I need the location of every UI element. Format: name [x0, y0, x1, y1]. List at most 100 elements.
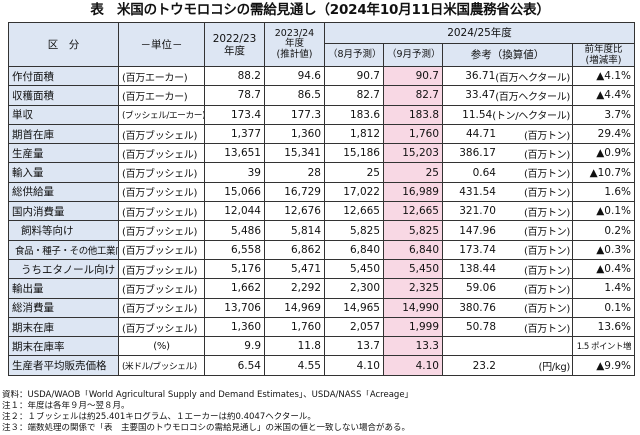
converted-value: 147.96 (百万トン)	[442, 220, 573, 241]
yoy-change: ▲4.1%	[572, 65, 635, 87]
converted-unit: (百万トン)	[523, 323, 570, 335]
value-aug-forecast: 6,840	[324, 239, 384, 260]
row-unit: (百万ブッシェル)	[118, 143, 205, 164]
converted-unit: (百万トン)	[523, 207, 570, 219]
value-2022: 173.4	[204, 104, 265, 125]
value-aug-forecast: 2,057	[324, 316, 384, 338]
converted-unit: (百万ヘクタール)	[495, 72, 570, 84]
table-row: 飼料等向け (百万ブッシェル) 5,486 5,814 5,825 5,825 147.96…	[8, 220, 635, 241]
converted-number: 59.06	[465, 282, 496, 295]
row-unit: (百万エーカー)	[118, 65, 205, 87]
value-2022: 6,558	[204, 239, 265, 260]
row-label: 期末在庫率	[8, 336, 119, 357]
value-2022: 13,706	[204, 297, 265, 318]
value-2023: 1,360	[264, 123, 325, 145]
value-aug-forecast: 5,825	[324, 220, 384, 241]
yoy-change: ▲0.1%	[572, 201, 635, 222]
value-sep-forecast: 90.7	[383, 65, 443, 87]
row-label: 作付面積	[8, 65, 119, 87]
table-row: 輸出量 (百万ブッシェル) 1,662 2,292 2,300 2,325 59.06 (百万…	[8, 278, 635, 299]
table-row: 輸入量 (百万ブッシェル) 39 28 25 25 0.64 (百万トン) ▲10.7%	[8, 162, 635, 183]
row-unit: (百万ブッシェル)	[118, 220, 205, 241]
table-row: 生産量 (百万ブッシェル) 13,651 15,341 15,186 15,203 386.…	[8, 143, 635, 164]
value-aug-forecast: 5,450	[324, 258, 384, 280]
converted-number: 44.71	[465, 128, 496, 141]
yoy-change: 29.4%	[572, 123, 635, 145]
header-2024: 2024/25年度	[324, 22, 635, 44]
converted-number: 11.54	[462, 108, 493, 121]
value-aug-forecast: 1,812	[324, 123, 384, 145]
value-aug-forecast: 183.6	[324, 104, 384, 125]
row-label: 単収	[8, 104, 119, 125]
value-aug-forecast: 25	[324, 162, 384, 183]
converted-number: 380.76	[459, 301, 496, 314]
row-unit: (百万ブッシェル)	[118, 123, 205, 145]
converted-value: 50.78 (百万トン)	[442, 316, 573, 338]
row-label: 生産量	[8, 143, 119, 164]
value-2023: 2,292	[264, 278, 325, 299]
value-sep-forecast: 4.10	[383, 355, 443, 376]
header-conv: 参考（換算値）	[442, 43, 573, 67]
header-2023: 2023/24 年度 (推計値)	[264, 22, 325, 67]
notes: 資料：USDA/WAOB「World Agricultural Supply a…	[2, 390, 638, 434]
converted-value: 36.71 (百万ヘクタール)	[442, 65, 573, 87]
yoy-change: 1.4%	[572, 278, 635, 299]
value-sep-forecast: 6,840	[383, 239, 443, 260]
converted-unit: (百万トン)	[523, 169, 570, 181]
converted-number: 147.96	[459, 224, 496, 237]
value-sep-forecast: 16,989	[383, 181, 443, 203]
value-2022: 9.9	[204, 336, 265, 357]
row-label: 国内消費量	[8, 201, 119, 222]
yoy-change: 0.1%	[572, 297, 635, 318]
yoy-change: 0.2%	[572, 220, 635, 241]
yoy-change: 13.6%	[572, 316, 635, 338]
converted-unit: (百万ヘクタール)	[495, 91, 570, 103]
converted-value: 23.2 (円/kg)	[442, 355, 573, 376]
converted-value: 11.54 (トン/ヘクタール)	[442, 104, 573, 125]
value-sep-forecast: 183.8	[383, 104, 443, 125]
supply-demand-table: 区 分 －単位－ 2022/23 年度 2023/24 年度 (推計値) 202…	[8, 22, 635, 376]
value-2023: 14,969	[264, 297, 325, 318]
value-sep-forecast: 5,825	[383, 220, 443, 241]
row-label: 輸入量	[8, 162, 119, 183]
converted-value: 321.70 (百万トン)	[442, 201, 573, 222]
header-2022: 2022/23 年度	[204, 22, 265, 67]
converted-number: 50.78	[465, 321, 496, 333]
value-sep-forecast: 15,203	[383, 143, 443, 164]
converted-number: 23.2	[472, 359, 496, 372]
row-label: 期末在庫	[8, 316, 119, 338]
value-2022: 1,360	[204, 316, 265, 338]
converted-unit: (百万トン)	[523, 246, 570, 258]
value-2023: 4.55	[264, 355, 325, 376]
converted-value: 138.44 (百万トン)	[442, 258, 573, 280]
value-sep-forecast: 82.7	[383, 85, 443, 106]
converted-unit: (百万トン)	[523, 149, 570, 161]
value-2022: 13,651	[204, 143, 265, 164]
converted-number: 321.70	[459, 205, 496, 218]
table-row: 生産者平均販売価格 (米ドル/ブッシェル) 6.54 4.55 4.10 4.10 23.2…	[8, 355, 635, 376]
value-aug-forecast: 14,965	[324, 297, 384, 318]
converted-value: 0.64 (百万トン)	[442, 162, 573, 183]
value-sep-forecast: 14,990	[383, 297, 443, 318]
yoy-change: ▲10.7%	[572, 162, 635, 183]
row-unit: (百万ブッシェル)	[118, 258, 205, 280]
yoy-change: 1.6%	[572, 181, 635, 203]
row-label: 飼料等向け	[8, 220, 119, 241]
value-aug-forecast: 2,300	[324, 278, 384, 299]
row-label: 生産者平均販売価格	[8, 355, 119, 376]
value-2022: 88.2	[204, 65, 265, 87]
value-2022: 1,662	[204, 278, 265, 299]
value-sep-forecast: 1,760	[383, 123, 443, 145]
converted-value: 59.06 (百万トン)	[442, 278, 573, 299]
value-2022: 39	[204, 162, 265, 183]
converted-value: 173.74 (百万トン)	[442, 239, 573, 260]
row-unit: (百万エーカー)	[118, 85, 205, 106]
row-label: 輸出量	[8, 278, 119, 299]
value-2022: 12,044	[204, 201, 265, 222]
header-aug: （8月予測）	[324, 43, 384, 67]
value-sep-forecast: 1,999	[383, 316, 443, 338]
value-sep-forecast: 12,665	[383, 201, 443, 222]
converted-unit: (百万トン)	[523, 130, 570, 142]
value-2022: 6.54	[204, 355, 265, 376]
yoy-change: ▲9.9%	[572, 355, 635, 376]
